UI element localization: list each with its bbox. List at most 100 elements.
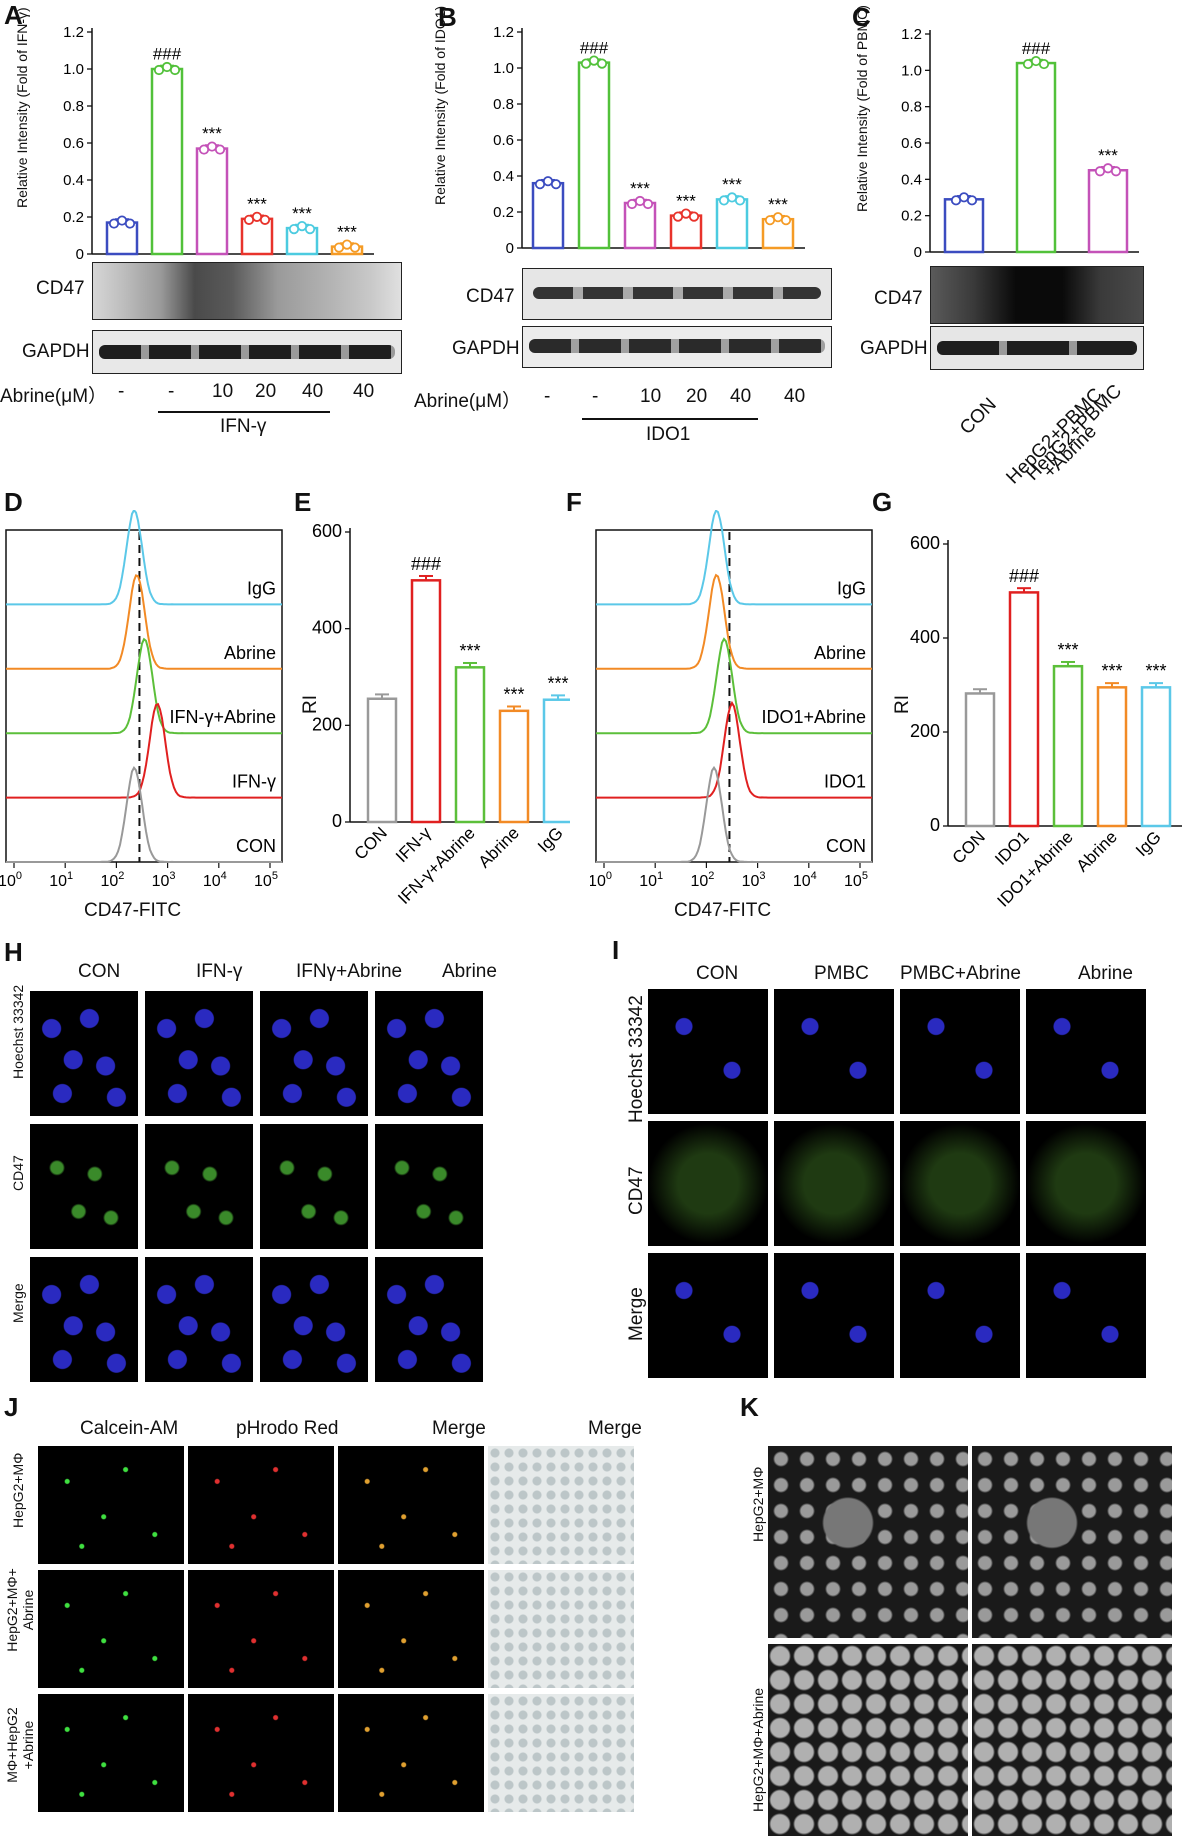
- y-tick-label: 1.2: [63, 24, 84, 41]
- xlabel-d: CD47-FITC: [84, 900, 182, 921]
- group-label-a: IFN-γ: [220, 416, 267, 437]
- panel-label-c: C: [852, 2, 871, 32]
- y-tick-label: 0.4: [901, 171, 922, 188]
- histogram-trace: [6, 510, 282, 606]
- y-tick-label: 200: [910, 721, 940, 741]
- dose-a-3: 10: [212, 381, 234, 402]
- panel-j: Calcein-AM pHrodo Red Merge Merge HepG2+…: [0, 1410, 735, 1830]
- significance-mark: ***: [630, 179, 650, 198]
- micrograph-tile: [900, 1253, 1020, 1378]
- x-tick-label: 105: [844, 870, 868, 890]
- plot-frame: [5, 529, 283, 863]
- significance-mark: ***: [768, 195, 788, 214]
- bar: [1087, 169, 1129, 254]
- data-point: [1110, 166, 1122, 177]
- panel-h: CON IFN-γ IFNγ+Abrine Abrine Hoechst 333…: [0, 955, 590, 1385]
- bar: [195, 147, 229, 256]
- dose-a-1: -: [118, 381, 125, 402]
- panel-label-d: D: [4, 487, 23, 517]
- chart-a: 0 0.2 0.4 0.6 0.8 1.0 1.2 ### *** *** *** ***: [63, 24, 374, 260]
- dose-a-5: 40: [302, 381, 324, 402]
- panel-e: 0 200 400 600 ### *** *** *** CON IFN-γ IFN-γ+Abri…: [290, 520, 570, 930]
- row-h-2: CD47: [10, 1155, 26, 1191]
- y-tick-label: 1.0: [493, 60, 514, 77]
- chart-b: 0 0.2 0.4 0.6 0.8 1.0 1.2 ### *** *** *** ***: [493, 24, 805, 257]
- y-tick-label: 0: [914, 244, 922, 260]
- histogram-trace: [6, 574, 282, 670]
- bar: [531, 181, 565, 250]
- ylabel-g: RI: [892, 695, 913, 714]
- col-j-2: pHrodo Red: [236, 1418, 339, 1439]
- group-line-a: [158, 411, 330, 413]
- histogram-f: 100 101 102 103 104 105 IgG Abrine IDO1+Abrine ID…: [590, 510, 873, 890]
- row-k-2: HepG2+MΦ+Abrine: [750, 1687, 766, 1812]
- col-i-3: PMBC+Abrine: [900, 963, 1021, 984]
- row-j-1: HepG2+MΦ: [10, 1452, 26, 1528]
- x-tick-label: 104: [793, 870, 817, 890]
- micrograph-tile: [145, 1257, 253, 1382]
- y-tick-label: 0: [506, 240, 514, 257]
- plot-frame: [595, 529, 873, 863]
- y-tick-label: 1.2: [901, 26, 922, 43]
- micrograph-tile: [188, 1694, 334, 1812]
- series-label: IFN-γ+Abrine: [169, 707, 276, 727]
- y-tick-label: 0.8: [493, 96, 514, 113]
- significance-mark: ###: [1009, 566, 1039, 586]
- micrograph-tile: [774, 1253, 894, 1378]
- blot-row-cd47-b: CD47: [466, 286, 515, 307]
- series-label: Abrine: [224, 643, 276, 663]
- histogram-trace: [596, 765, 872, 863]
- bar: [542, 698, 570, 824]
- bar: [964, 692, 996, 828]
- micrograph-tile: [488, 1446, 634, 1564]
- group-line-b: [582, 418, 758, 420]
- blot-gapdh-a: [92, 330, 402, 374]
- histogram-trace: [6, 637, 282, 735]
- y-tick-label: 600: [312, 521, 342, 541]
- blot-row-gapdh-b: GAPDH: [452, 338, 520, 359]
- micrograph-tile: [188, 1570, 334, 1688]
- micrograph-tile: [375, 1124, 483, 1249]
- xlabel-f: CD47-FITC: [674, 900, 772, 921]
- histogram-trace: [6, 702, 282, 799]
- micrograph-tile: [260, 991, 368, 1116]
- significance-mark: ###: [411, 554, 441, 574]
- y-tick-label: 0.4: [63, 172, 84, 189]
- col-j-1: Calcein-AM: [80, 1418, 179, 1439]
- dose-b-6: 40: [784, 386, 806, 407]
- micrograph-tile: [30, 991, 138, 1116]
- x-category-label: IgG: [1132, 827, 1165, 860]
- col-i-4: Abrine: [1078, 963, 1133, 984]
- data-point: [349, 242, 361, 253]
- significance-mark: ***: [292, 204, 312, 223]
- y-tick-label: 600: [910, 533, 940, 553]
- bar: [1096, 686, 1128, 828]
- x-category-label: Abrine: [1073, 827, 1121, 875]
- micrograph-tile: [774, 989, 894, 1114]
- y-tick-label: 0: [76, 246, 84, 260]
- micrograph-tile: [338, 1446, 484, 1564]
- x-tick-label: 105: [254, 870, 278, 890]
- x-tick-label: 101: [49, 870, 73, 890]
- dose-b-4: 20: [686, 386, 708, 407]
- data-point: [124, 218, 136, 229]
- bar: [1140, 686, 1172, 828]
- row-h-1: Hoechst 33342: [10, 984, 26, 1079]
- micrograph-tile: [38, 1570, 184, 1688]
- bar: [498, 709, 530, 824]
- x-category-label: Abrine: [475, 823, 523, 871]
- x-category-label: CON: [949, 827, 989, 867]
- x-tick-label: 102: [690, 870, 714, 890]
- dose-b-1: -: [544, 386, 551, 407]
- x-tick-label: 100: [0, 870, 22, 890]
- x-tick-label: 103: [742, 870, 766, 890]
- y-tick-label: 0: [930, 815, 940, 835]
- y-tick-label: 0.6: [901, 135, 922, 152]
- dose-a-4: 20: [255, 381, 277, 402]
- chart-c: 0 0.2 0.4 0.6 0.8 1.0 1.2 ### ***: [901, 26, 1139, 260]
- micrograph-tile: [38, 1446, 184, 1564]
- micrograph-tile: [145, 991, 253, 1116]
- micrograph-tile: [900, 989, 1020, 1114]
- panel-c: 0 0.2 0.4 0.6 0.8 1.0 1.2 ### *** Relative Inten…: [850, 0, 1183, 490]
- row-i-3: Merge: [626, 1287, 647, 1341]
